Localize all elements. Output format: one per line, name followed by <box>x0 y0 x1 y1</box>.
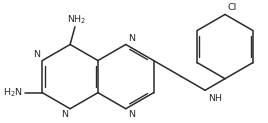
Text: N: N <box>128 110 135 119</box>
Text: N: N <box>33 50 40 59</box>
Text: N: N <box>128 34 135 43</box>
Text: N: N <box>61 110 68 119</box>
Text: NH$_2$: NH$_2$ <box>67 13 86 25</box>
Text: Cl: Cl <box>228 3 237 12</box>
Text: NH: NH <box>208 94 222 103</box>
Text: H$_2$N: H$_2$N <box>3 86 23 99</box>
